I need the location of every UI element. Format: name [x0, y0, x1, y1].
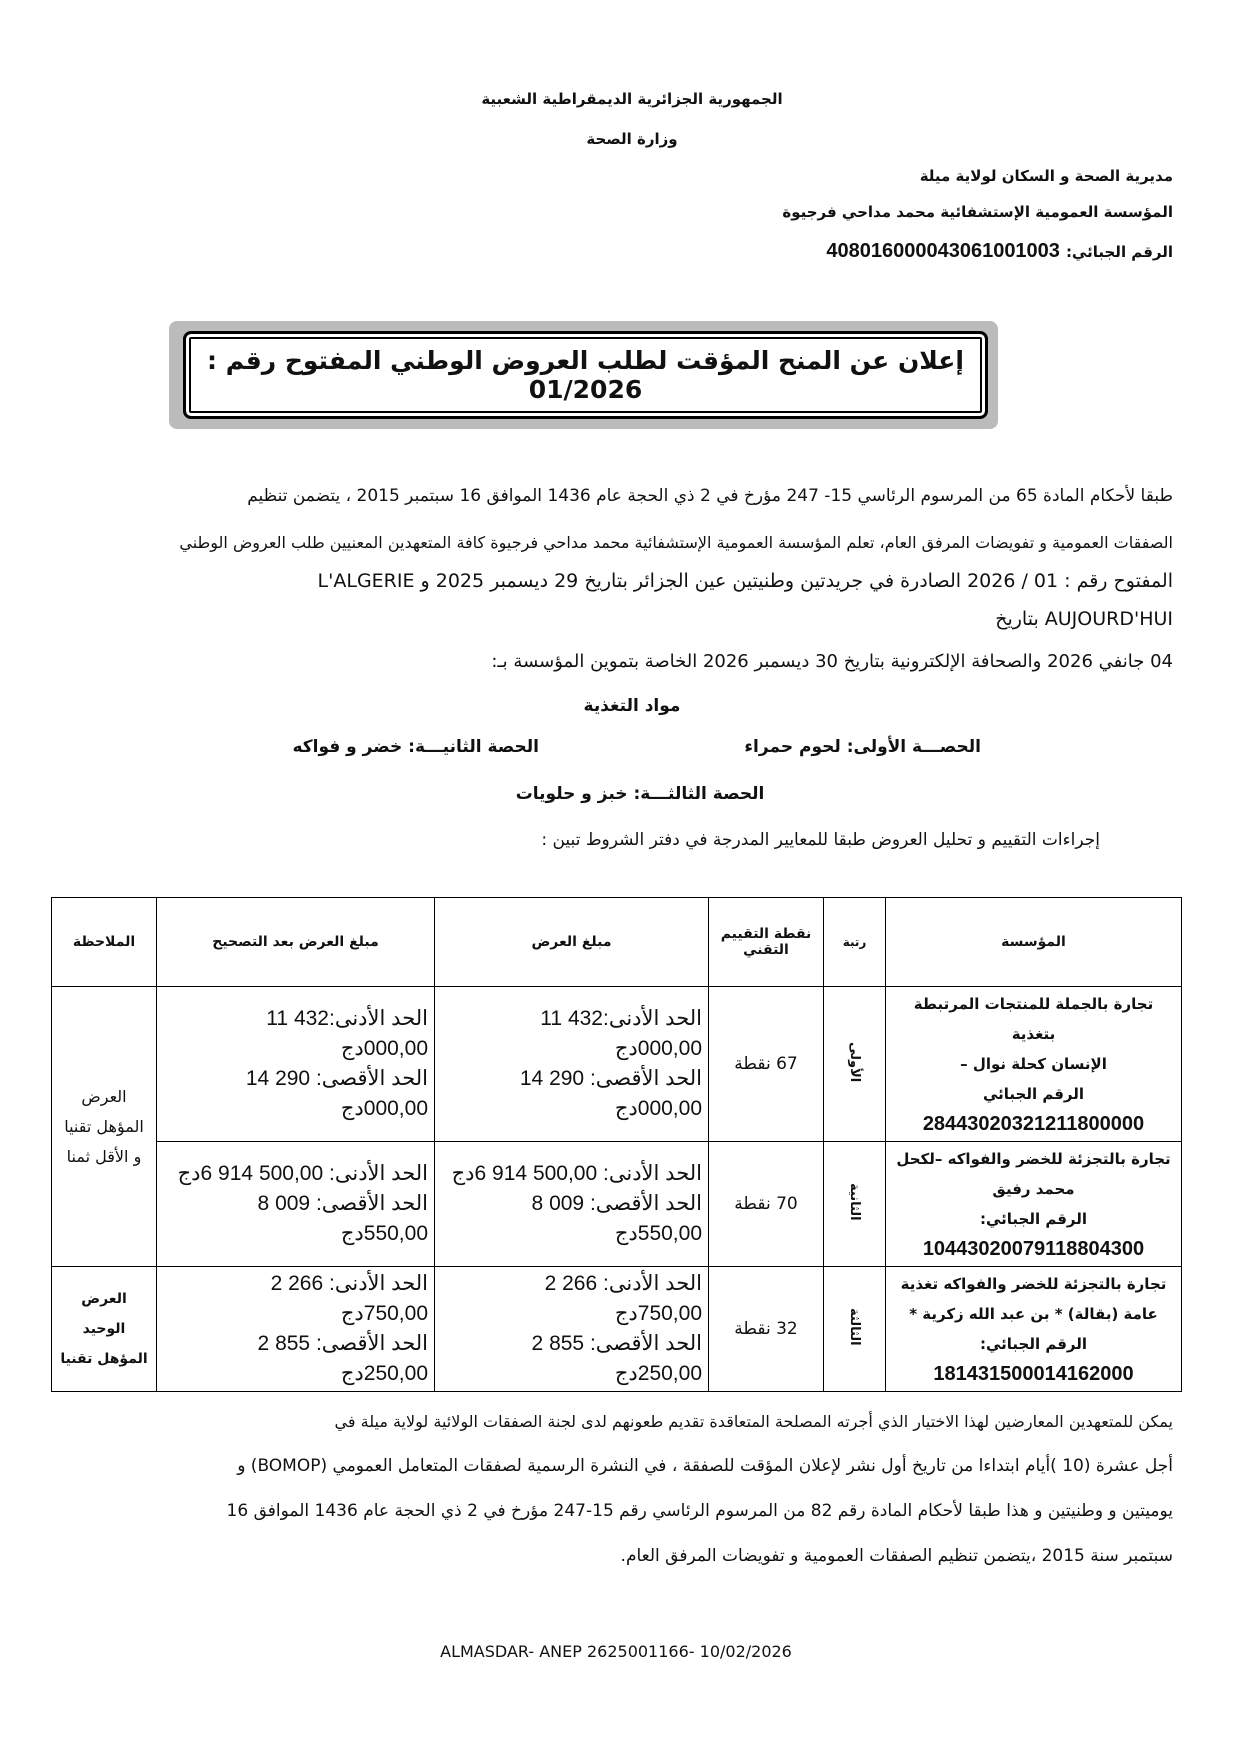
intro-line-4: AUJOURD'HUI بتاريخ	[995, 608, 1173, 630]
amount-line: الحد الأقصى: 290 14	[245, 1067, 428, 1090]
amount-line: 750,00دج	[614, 1302, 702, 1325]
header-corrected-amount: مبلغ العرض بعد التصحيح	[156, 897, 435, 987]
offer-amount-cell: الحد الأدنى: 500,00 914 6دج الحد الأقصى:…	[434, 1141, 709, 1267]
remark-line: العرض	[81, 1086, 127, 1106]
header-rank: رتبة	[823, 897, 886, 987]
institution-name-line: تجارة بالتجزئة للخضر والفواكه تغذية	[900, 1275, 1167, 1293]
header-remark: الملاحظة	[51, 897, 157, 987]
amount-line: 000,00دج	[340, 1037, 428, 1060]
score-cell: 70 نقطة	[708, 1141, 824, 1267]
institution-cell: تجارة بالتجزئة للخضر والفواكه تغذية عامة…	[885, 1266, 1182, 1392]
closing-line-2: أجل عشرة (10 )أيام ابتداءا من تاريخ أول …	[237, 1456, 1173, 1476]
remark-line: العرض الوحيد	[81, 1291, 127, 1337]
directorate-heading: مديرية الصحة و السكان لولاية ميلة	[919, 167, 1173, 185]
table-header-row: المؤسسة رتبة نقطة التقييم التقني مبلغ ال…	[51, 897, 1182, 987]
title-frame: إعلان عن المنح المؤقت لطلب العروض الوطني…	[169, 321, 998, 429]
score-cell: 32 نقطة	[708, 1266, 824, 1392]
republic-heading: الجمهورية الجزائرية الديمقراطية الشعبية	[481, 90, 783, 108]
intro-line-5: 04 جانفي 2026 والصحافة الإلكترونية بتاري…	[491, 651, 1173, 672]
remark-line: و الأقل ثمنا	[66, 1146, 142, 1166]
table-row: تجارة بالتجزئة للخضر والفواكه تغذية عامة…	[51, 1266, 1182, 1392]
remark-cell: العرض الوحيد المؤهل تقنيا	[51, 1266, 157, 1392]
amount-line: الحد الأدنى:432 11	[540, 1007, 702, 1030]
institution-heading: المؤسسة العمومية الإستشفائية محمد مداحي …	[782, 203, 1173, 221]
remark-line: المؤهل تقنيا	[64, 1116, 144, 1136]
tax-id-value: 181431500014162000	[933, 1363, 1134, 1385]
remark-line: المؤهل تقنيا	[60, 1351, 148, 1367]
tax-id-value: 28443020321211800000	[922, 1113, 1145, 1135]
rank-cell: الثانية	[823, 1141, 886, 1267]
tax-id-label: الرقم الجبائي:	[979, 1210, 1088, 1228]
table-row: تجارة بالجملة للمنتجات المرتبطة بتغذية ا…	[51, 986, 1182, 1267]
tax-id-line: الرقم الجبائي: 408016000043061001003	[826, 240, 1173, 263]
rank-value: الثالثة	[847, 1308, 862, 1346]
header-offer-amount: مبلغ العرض	[434, 897, 709, 987]
closing-line-4: سبتمبر سنة 2015 ،يتضمن تنظيم الصفقات الع…	[620, 1546, 1173, 1566]
lower-section: المؤسسة رتبة نقطة التقييم التقني مبلغ ال…	[51, 897, 1182, 1661]
amount-line: الحد الأدنى: 500,00 914 6دج	[177, 1162, 428, 1185]
publication-footer: ALMASDAR- ANEP 2625001166- 10/02/2026	[440, 1642, 792, 1661]
tax-id-value: 408016000043061001003	[826, 240, 1060, 262]
amount-line: الحد الأقصى: 009 8	[257, 1192, 428, 1215]
corrected-amount-cell: الحد الأدنى:432 11 000,00دج الحد الأقصى:…	[156, 986, 435, 1142]
subject-heading: مواد التغذية	[583, 696, 681, 716]
rank-cell: الثالثة	[823, 1266, 886, 1392]
amount-line: الحد الأقصى: 290 14	[519, 1067, 702, 1090]
amount-line: الحد الأدنى: 266 2	[544, 1272, 702, 1295]
institution-cell: تجارة بالتجزئة للخضر والفواكه –لكحل محمد…	[885, 1141, 1182, 1267]
header-institution: المؤسسة	[885, 897, 1182, 987]
amount-line: الحد الأدنى: 500,00 914 6دج	[451, 1162, 702, 1185]
remark-cell: العرض المؤهل تقنيا و الأقل ثمنا	[51, 986, 157, 1267]
corrected-amount-cell: الحد الأدنى: 266 2 750,00دج الحد الأقصى:…	[156, 1266, 435, 1392]
amount-line: 250,00دج	[340, 1362, 428, 1385]
lot-3: الحصة الثالثـــة: خبز و حلويات	[515, 784, 765, 804]
amount-line: الحد الأقصى: 855 2	[257, 1332, 428, 1355]
lot-1: الحصـــة الأولى: لحوم حمراء	[744, 737, 981, 757]
closing-line-1: يمكن للمتعهدين المعارضين لهذا الاختيار ا…	[334, 1412, 1173, 1431]
intro-line-2: الصفقات العمومية و تفويضات المرفق العام،…	[179, 533, 1173, 552]
corrected-amount-cell: الحد الأدنى: 500,00 914 6دج الحد الأقصى:…	[156, 1141, 435, 1267]
evaluation-table: المؤسسة رتبة نقطة التقييم التقني مبلغ ال…	[51, 897, 1182, 1392]
institution-name-line: الإنسان كحلة نوال –	[960, 1055, 1107, 1073]
amount-line: 000,00دج	[340, 1097, 428, 1120]
institution-name-line: تجارة بالجملة للمنتجات المرتبطة بتغذية	[913, 995, 1154, 1043]
institution-name-line: تجارة بالتجزئة للخضر والفواكه –لكحل	[896, 1150, 1171, 1168]
table-row: تجارة بالتجزئة للخضر والفواكه –لكحل محمد…	[52, 1141, 1182, 1267]
ministry-heading: وزارة الصحة	[586, 130, 678, 148]
offer-amount-cell: الحد الأدنى:432 11 000,00دج الحد الأقصى:…	[434, 986, 709, 1142]
intro-line-3: المفتوح رقم : 01 / 2026 الصادرة في جريدت…	[317, 570, 1173, 592]
header-technical-score: نقطة التقييم التقني	[708, 897, 824, 987]
score-cell: 67 نقطة	[708, 986, 824, 1142]
amount-line: 550,00دج	[614, 1222, 702, 1245]
amount-line: الحد الأقصى: 009 8	[531, 1192, 702, 1215]
amount-line: 250,00دج	[614, 1362, 702, 1385]
rank-value: الثانية	[847, 1183, 862, 1221]
tax-id-label: الرقم الجبائي	[982, 1085, 1085, 1103]
closing-line-3: يوميتين و وطنيتين و هذا طبقا لأحكام الما…	[226, 1501, 1173, 1521]
offer-amount-cell: الحد الأدنى: 266 2 750,00دج الحد الأقصى:…	[434, 1266, 709, 1392]
rank-cell: الأولى	[823, 986, 886, 1142]
tax-id-label: الرقم الجبائي:	[979, 1335, 1088, 1353]
announcement-title: إعلان عن المنح المؤقت لطلب العروض الوطني…	[183, 331, 988, 419]
amount-line: الحد الأدنى:432 11	[266, 1007, 428, 1030]
amount-line: 750,00دج	[340, 1302, 428, 1325]
amount-line: 550,00دج	[340, 1222, 428, 1245]
amount-line: الحد الأدنى: 266 2	[270, 1272, 428, 1295]
institution-name-line: عامة (بقالة) * بن عبد الله زكرية *	[909, 1305, 1158, 1323]
lot-2: الحصة الثانيـــة: خضر و فواكه	[292, 737, 539, 757]
institution-name-line: محمد رفيق	[992, 1180, 1075, 1198]
evaluation-intro: إجراءات التقييم و تحليل العروض طبقا للمع…	[541, 830, 1100, 850]
institution-cell: تجارة بالجملة للمنتجات المرتبطة بتغذية ا…	[885, 986, 1182, 1142]
amount-line: 000,00دج	[614, 1037, 702, 1060]
intro-line-1: طبقا لأحكام المادة 65 من المرسوم الرئاسي…	[247, 486, 1173, 506]
amount-line: الحد الأقصى: 855 2	[531, 1332, 702, 1355]
amount-line: 000,00دج	[614, 1097, 702, 1120]
tax-id-label: الرقم الجبائي:	[1065, 243, 1173, 261]
tax-id-value: 10443020079118804300	[922, 1238, 1145, 1260]
rank-value: الأولى	[847, 1041, 862, 1083]
